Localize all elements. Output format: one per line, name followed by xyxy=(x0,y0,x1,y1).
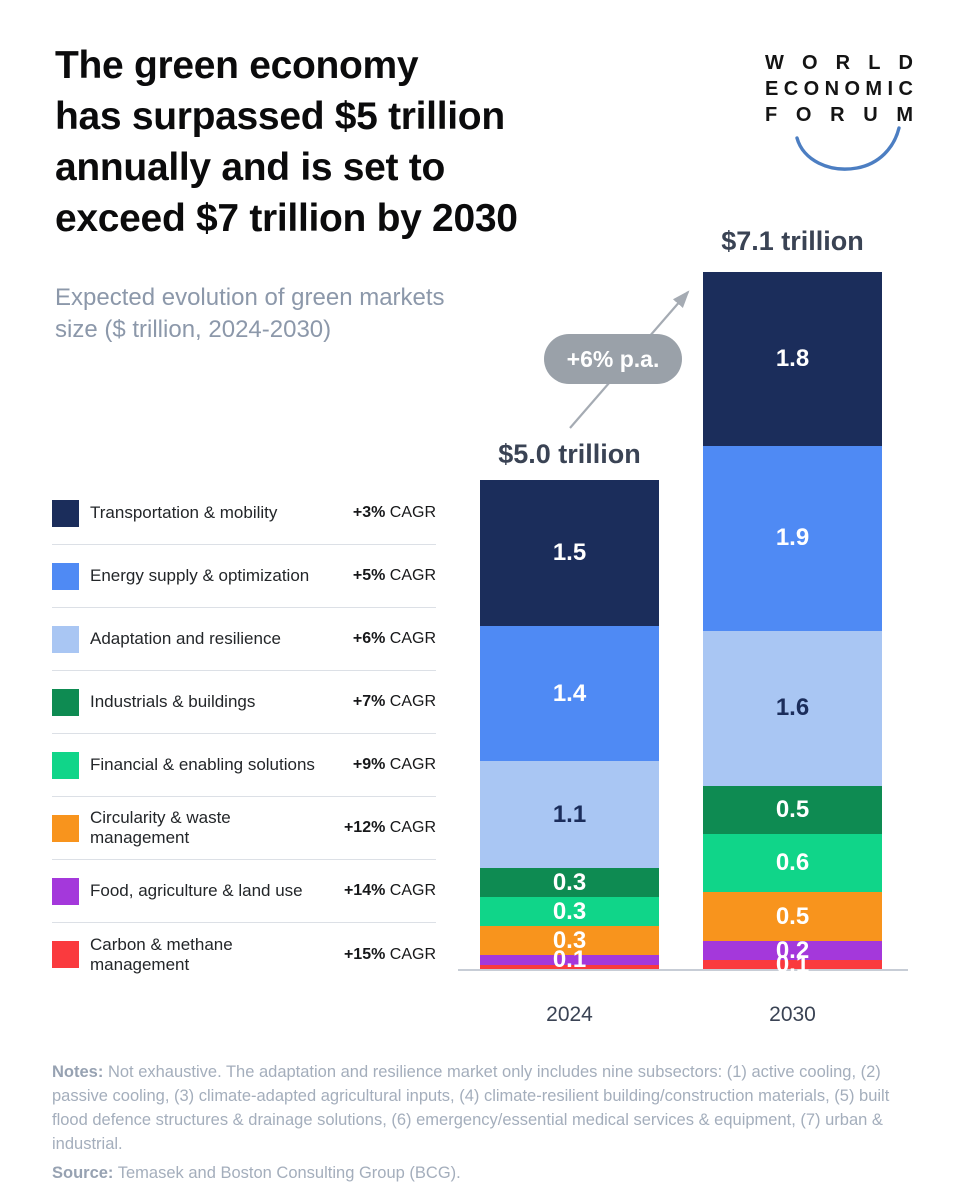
bar-segment-2024-8 xyxy=(480,965,659,970)
bar-segment-2024-7: 0.1 xyxy=(480,948,659,972)
bar-total-2030: $7.1 trillion xyxy=(721,226,864,256)
bar-segment-2024-4: 0.3 xyxy=(480,868,659,898)
title-line: exceed $7 trillion by 2030 xyxy=(55,197,518,240)
bar-segment-2024-1: 1.5 xyxy=(480,480,659,626)
legend-cagr: +6% CAGR xyxy=(352,630,436,647)
bar-segment-2030-6: 0.5 xyxy=(703,892,882,941)
bar-segment-2030-3: 1.6 xyxy=(703,630,882,786)
legend-item: Circularity & waste management +12% CAGR xyxy=(52,797,436,860)
bar-segment-value: 0.1 xyxy=(775,951,810,979)
legend-swatch xyxy=(52,877,79,905)
bar-segment-2030-5: 0.6 xyxy=(703,834,882,893)
source-label: Source: xyxy=(52,1164,114,1182)
legend-label: Circularity & waste management xyxy=(90,808,231,847)
subtitle-line: Expected evolution of green markets xyxy=(55,284,445,311)
legend-item: Transportation & mobility +3% CAGR xyxy=(52,482,436,545)
bar-segment-value: 0.2 xyxy=(775,936,810,964)
legend-item: Carbon & methane management +15% CAGR xyxy=(52,923,436,986)
bar-segment-2030-7: 0.2 xyxy=(703,936,882,964)
bar-segment-value: 0.6 xyxy=(775,849,810,877)
notes-label: Notes: xyxy=(52,1063,104,1081)
title-line: The green economy xyxy=(55,44,419,87)
legend-cagr: +14% CAGR xyxy=(343,882,436,899)
legend-swatch xyxy=(52,499,79,527)
footer-notes: Notes: Not exhaustive. The adaptation an… xyxy=(52,1060,910,1185)
bar-segment-value: 1.9 xyxy=(775,524,810,552)
bar-segment-value: 1.6 xyxy=(775,694,810,722)
page-title: The green economy has surpassed $5 trill… xyxy=(55,40,518,244)
bar-segment-value: 0.3 xyxy=(552,868,587,896)
legend-label: Carbon & methane management xyxy=(90,934,233,974)
bar-segment-value: 1.5 xyxy=(552,538,587,566)
title-line: annually and is set to xyxy=(55,146,445,189)
bar-segment-value: 0.5 xyxy=(775,795,810,823)
bar-segment-value: 0.1 xyxy=(552,946,587,974)
x-label-2030: 2030 xyxy=(769,1003,816,1026)
stacked-bar-2024: 1.5 1.4 1.1 0.3 0.3 0.3 0.1 xyxy=(480,480,659,972)
legend-swatch xyxy=(52,562,79,590)
x-axis-line xyxy=(458,969,908,971)
legend-label: Industrials & buildings xyxy=(90,692,256,711)
legend-item: Energy supply & optimization +5% CAGR xyxy=(52,545,436,608)
bar-segment-value: 0.5 xyxy=(775,902,810,930)
bar-segment-2024-3: 1.1 xyxy=(480,761,659,869)
legend-swatch xyxy=(52,941,79,968)
bar-segment-2030-2: 1.9 xyxy=(703,446,882,631)
legend-item: Adaptation and resilience +6% CAGR xyxy=(52,608,436,671)
legend-cagr: +5% CAGR xyxy=(352,567,436,584)
source-text: Source: Temasek and Boston Consulting Gr… xyxy=(52,1164,461,1182)
bar-segment-2024-2: 1.4 xyxy=(480,625,659,762)
wef-logo-arc-icon xyxy=(795,126,901,171)
x-label-2024: 2024 xyxy=(546,1003,593,1026)
bar-segment-value: 1.4 xyxy=(552,679,587,707)
subtitle-line: size ($ trillion, 2024-2030) xyxy=(55,316,332,343)
legend-cagr: +3% CAGR xyxy=(352,504,436,521)
legend-item: Financial & enabling solutions +9% CAGR xyxy=(52,734,436,797)
legend-label: Energy supply & optimization xyxy=(90,566,310,585)
legend-swatch xyxy=(52,688,79,716)
legend-swatch xyxy=(52,751,79,779)
bar-segment-value: 1.1 xyxy=(552,800,587,828)
chart-subtitle: Expected evolution of green markets size… xyxy=(55,282,445,346)
bar-segment-2030-4: 0.5 xyxy=(703,785,882,835)
legend-item: Industrials & buildings +7% CAGR xyxy=(52,671,436,734)
bar-segment-2030-1: 1.8 xyxy=(703,271,882,447)
legend: Transportation & mobility +3% CAGR Energy … xyxy=(52,482,436,986)
legend-cagr: +7% CAGR xyxy=(352,693,436,710)
growth-pill: +6% p.a. xyxy=(544,334,682,384)
legend-swatch xyxy=(52,625,79,653)
legend-label: Adaptation and resilience xyxy=(90,629,281,648)
bar-segment-2024-5: 0.3 xyxy=(480,897,659,927)
legend-swatch xyxy=(52,814,79,842)
legend-label: Transportation & mobility xyxy=(90,503,278,522)
notes-text: Notes: Not exhaustive. The adaptation an… xyxy=(52,1063,890,1153)
legend-cagr: +9% CAGR xyxy=(352,756,436,773)
stacked-bar-2030: 1.8 1.9 1.6 0.5 0.6 0.5 0.2 0.1 xyxy=(703,271,882,977)
bar-segment-2030-8: 0.1 xyxy=(703,953,882,977)
bar-segment-value: 0.3 xyxy=(552,897,587,925)
bar-segment-value: 1.8 xyxy=(775,344,810,372)
legend-item: Food, agriculture & land use +14% CAGR xyxy=(52,860,436,923)
legend-label: Food, agriculture & land use xyxy=(90,881,303,900)
legend-label: Financial & enabling solutions xyxy=(90,755,315,774)
bar-segment-value: 0.3 xyxy=(552,926,587,954)
legend-cagr: +12% CAGR xyxy=(343,819,436,836)
bar-total-2024: $5.0 trillion xyxy=(498,439,641,469)
legend-cagr: +15% CAGR xyxy=(343,945,436,963)
bar-segment-2024-6: 0.3 xyxy=(480,926,659,956)
title-line: has surpassed $5 trillion xyxy=(55,95,505,138)
